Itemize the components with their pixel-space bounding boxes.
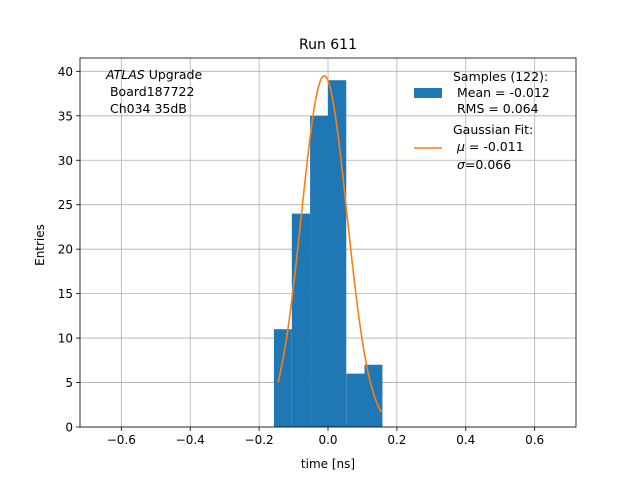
x-tick-label: 0.4 [456, 433, 475, 447]
x-tick-label: −0.4 [176, 433, 205, 447]
y-tick-label: 10 [58, 332, 73, 346]
y-tick-label: 40 [58, 65, 73, 79]
legend-sigma-value: =0.066 [465, 157, 511, 172]
gaussian-fit-curve [277, 75, 383, 413]
histogram-bar [346, 373, 365, 427]
histogram-bar [273, 329, 292, 427]
y-tick-label: 0 [65, 421, 73, 435]
legend-samples-line-1: Samples (122): [453, 69, 548, 84]
legend-fit-line-2: μ = -0.011 [456, 139, 524, 154]
y-tick-label: 25 [58, 198, 73, 212]
y-tick-label: 35 [58, 109, 73, 123]
y-tick-label: 5 [65, 376, 73, 390]
x-tick-label: 0.0 [318, 433, 337, 447]
histogram-bar [310, 115, 328, 428]
legend-samples-line-2: Mean = -0.012 [453, 85, 550, 100]
legend: Samples (122): Mean = -0.012 RMS = 0.064… [414, 69, 550, 172]
legend-mu-value: = -0.011 [465, 139, 524, 154]
x-tick-label: 0.2 [387, 433, 406, 447]
legend-mu-symbol: μ [456, 139, 465, 154]
x-axis-label: time [ns] [301, 457, 355, 471]
annotation-line-3: Ch034 35dB [106, 101, 187, 116]
chart-title: Run 611 [299, 37, 357, 53]
legend-fit-line-3: σ=0.066 [457, 157, 511, 172]
annotation-line-1: ATLAS Upgrade [105, 67, 202, 82]
x-tick-label: 0.6 [525, 433, 544, 447]
legend-fit-line-1: Gaussian Fit: [453, 122, 533, 137]
y-axis-label: Entries [33, 224, 47, 266]
x-axis-ticks: −0.6 −0.4 −0.2 0.0 0.2 0.4 0.6 [107, 427, 544, 447]
annotation-upgrade: Upgrade [145, 67, 203, 82]
annotation-atlas: ATLAS [105, 67, 145, 82]
y-tick-label: 15 [58, 287, 73, 301]
gaussian-fit [277, 75, 383, 413]
y-tick-label: 20 [58, 243, 73, 257]
legend-sigma-symbol: σ [457, 157, 466, 172]
annotation: ATLAS Upgrade Board187722 Ch034 35dB [105, 67, 202, 116]
legend-samples-patch [414, 88, 442, 98]
x-tick-label: −0.2 [245, 433, 274, 447]
x-tick-label: −0.6 [107, 433, 136, 447]
y-tick-label: 30 [58, 154, 73, 168]
y-axis-ticks: 0 5 10 15 20 25 30 35 40 [58, 65, 80, 435]
histogram-bar [291, 213, 311, 427]
legend-samples-line-3: RMS = 0.064 [453, 101, 539, 116]
annotation-line-2: Board187722 [106, 84, 194, 99]
